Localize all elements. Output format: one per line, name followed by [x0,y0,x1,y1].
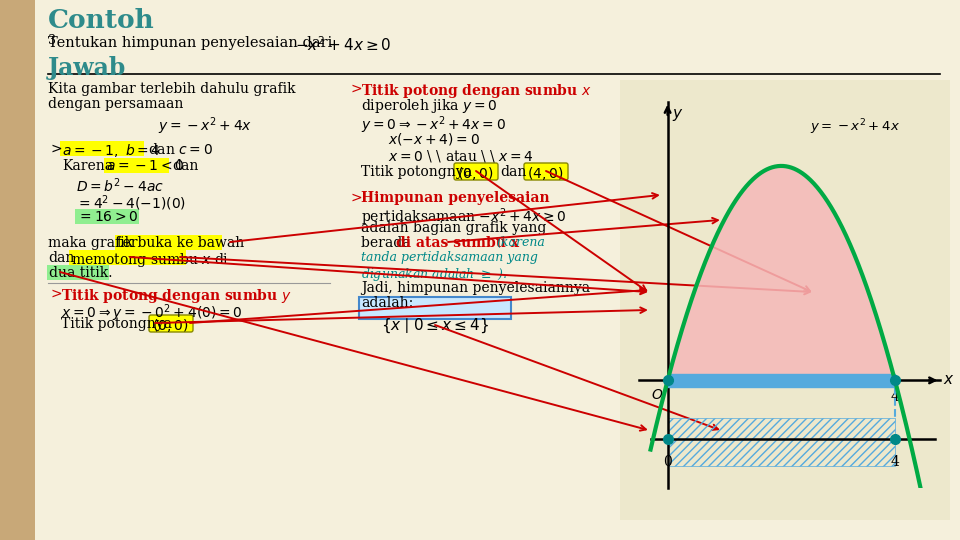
Text: $x = 0$ \ \ atau \ \ $x = 4$: $x = 0$ \ \ atau \ \ $x = 4$ [388,148,534,164]
Text: Titik potongnya: Titik potongnya [61,317,172,331]
Text: $y$: $y$ [672,107,684,123]
Text: pertidaksamaan $-x^2 + 4x \geq 0$: pertidaksamaan $-x^2 + 4x \geq 0$ [361,206,566,227]
Text: $a = -1 < 0$: $a = -1 < 0$ [106,159,184,173]
Text: digunakan adalah $\geq$ ).: digunakan adalah $\geq$ ). [361,266,507,283]
Text: Kita gambar terlebih dahulu grafik: Kita gambar terlebih dahulu grafik [48,82,296,96]
Text: dua titik.: dua titik. [49,266,112,280]
Text: 0: 0 [663,455,672,469]
Text: adalah:: adalah: [361,296,413,310]
Text: $\{x \mid 0 \leq x \leq 4\}$: $\{x \mid 0 \leq x \leq 4\}$ [381,317,489,335]
FancyBboxPatch shape [69,250,186,265]
Text: Contoh: Contoh [48,8,155,33]
Text: Titik potongnya: Titik potongnya [361,165,472,179]
FancyBboxPatch shape [359,297,511,319]
Text: $(0, 0)$: $(0, 0)$ [457,165,493,182]
Text: diperoleh jika $y = 0$: diperoleh jika $y = 0$ [361,97,497,115]
FancyBboxPatch shape [115,235,222,250]
Text: dan: dan [500,165,526,179]
Text: $x = 0 \Rightarrow y = -0^2 + 4(0) = 0$: $x = 0 \Rightarrow y = -0^2 + 4(0) = 0$ [61,302,243,323]
FancyBboxPatch shape [47,265,109,280]
Text: $x$: $x$ [944,373,955,387]
Text: dengan persamaan: dengan persamaan [48,97,183,111]
Text: $-x^2 + 4x \geq 0$: $-x^2 + 4x \geq 0$ [295,35,392,53]
Text: memotong sumbu $x$ di: memotong sumbu $x$ di [71,251,229,269]
Text: dan: dan [172,159,199,173]
FancyBboxPatch shape [149,315,193,332]
Text: $y = -x^2 + 4x$: $y = -x^2 + 4x$ [809,118,900,137]
Text: dan $c = 0$: dan $c = 0$ [148,142,213,157]
Text: (karena: (karena [496,236,545,249]
Bar [0,0,35,540]
Text: di atas sumbu x: di atas sumbu x [396,236,519,250]
Text: Karena: Karena [62,159,113,173]
Text: $x(-x + 4) = 0$: $x(-x + 4) = 0$ [388,131,480,147]
FancyBboxPatch shape [60,141,144,156]
FancyBboxPatch shape [454,163,498,180]
Text: $D = b^2 - 4ac$: $D = b^2 - 4ac$ [76,176,164,194]
Bar [620,80,950,520]
Text: berada: berada [361,236,415,250]
Text: $>$: $>$ [48,287,63,301]
Text: Jawab: Jawab [48,56,127,80]
Text: $>$: $>$ [48,142,63,156]
Text: $O$: $O$ [651,388,663,402]
FancyBboxPatch shape [524,163,568,180]
Text: $(4, 0)$: $(4, 0)$ [527,165,564,182]
Text: Himpunan penyelesaian: Himpunan penyelesaian [361,191,550,205]
Text: $(0, 0)$: $(0, 0)$ [152,317,188,334]
Text: dan: dan [48,251,74,265]
Text: $y = 0 \Rightarrow -x^2 + 4x = 0$: $y = 0 \Rightarrow -x^2 + 4x = 0$ [361,114,506,136]
Text: $a = -1,\ b = 4$: $a = -1,\ b = 4$ [62,142,161,159]
Text: Titik potong dengan sumbu $y$: Titik potong dengan sumbu $y$ [61,287,292,305]
FancyBboxPatch shape [104,158,169,173]
FancyBboxPatch shape [75,209,139,224]
Text: $y = -x^2 + 4x$: $y = -x^2 + 4x$ [158,115,252,137]
Text: terbuka ke bawah: terbuka ke bawah [117,236,244,250]
Text: adalah bagian grafik yang: adalah bagian grafik yang [361,221,546,235]
Text: 4: 4 [891,455,900,469]
Text: maka grafik: maka grafik [48,236,133,250]
Text: Jadi, himpunan penyelesaiannya: Jadi, himpunan penyelesaiannya [361,281,590,295]
Text: $>$: $>$ [348,191,363,205]
Text: $= 4^2 - 4(-1)(0)$: $= 4^2 - 4(-1)(0)$ [76,193,186,213]
Text: $>$: $>$ [348,82,363,96]
Text: Titik potong dengan sumbu $x$: Titik potong dengan sumbu $x$ [361,82,591,100]
Text: 3: 3 [48,34,56,47]
Text: $= 16 > 0$: $= 16 > 0$ [77,210,138,224]
Text: Tentukan himpunan penyelesaian dari: Tentukan himpunan penyelesaian dari [48,36,332,50]
Text: tanda pertidaksamaan yang: tanda pertidaksamaan yang [361,251,538,264]
